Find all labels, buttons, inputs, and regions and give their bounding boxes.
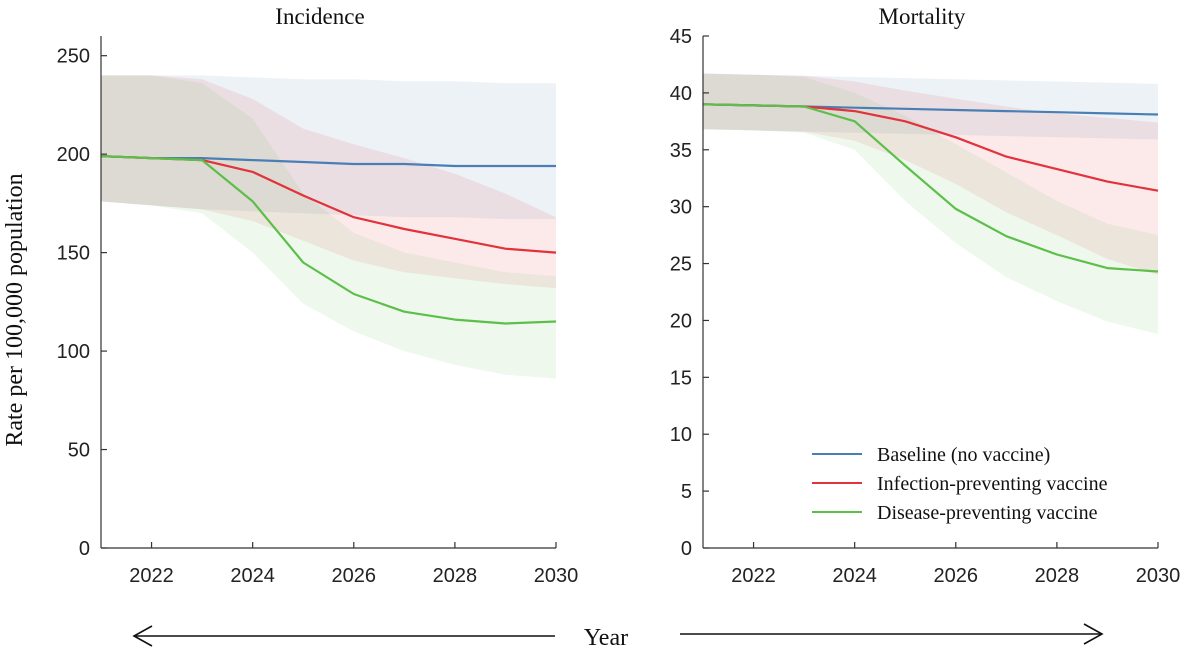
legend-label-baseline: Baseline (no vaccine) [877, 444, 1050, 466]
incidence-title: Incidence [275, 4, 364, 29]
incidence-y-tick-label: 0 [79, 538, 90, 560]
mortality-x-tick-label: 2022 [731, 565, 776, 587]
mortality-y-tick-label: 35 [670, 140, 692, 162]
mortality-y-tick-label: 0 [681, 538, 692, 560]
mortality-line-disease-preventing-vaccine [702, 103, 1159, 273]
incidence-band-infection-preventing-vaccine [101, 75, 556, 289]
mortality-y-tick-label: 20 [670, 310, 692, 332]
incidence-band-disease-preventing-vaccine [101, 75, 556, 379]
incidence-x-tick-label: 2022 [129, 565, 174, 587]
mortality-band-disease-preventing-vaccine [703, 73, 1158, 335]
legend-label-disease-preventing: Disease-preventing vaccine [877, 502, 1098, 524]
mortality-y-tick-label: 15 [670, 367, 692, 389]
legend-item-baseline: Baseline (no vaccine) [812, 444, 1050, 466]
legend-label-infection-preventing: Infection-preventing vaccine [877, 473, 1108, 495]
x-axis-year-indicator: Year [132, 623, 1104, 651]
incidence-band-baseline-no-vaccine [101, 75, 556, 220]
mortality-x-tick-label: 2026 [934, 565, 979, 587]
incidence-y-tick-label: 250 [57, 46, 90, 68]
left-arrow-head [132, 625, 153, 647]
incidence-y-tick-label: 100 [57, 341, 90, 363]
mortality-y-tick-label: 30 [670, 197, 692, 219]
mortality-y-tick-label: 25 [670, 254, 692, 276]
mortality-y-tick-label: 45 [670, 26, 692, 48]
incidence-x-tick-label: 2028 [433, 565, 478, 587]
mortality-band-baseline-no-vaccine [703, 73, 1158, 140]
legend: Baseline (no vaccine) Infection-preventi… [812, 444, 1108, 524]
incidence-x-tick-label: 2030 [534, 565, 579, 587]
incidence-panel: Incidence 0 50 100 150 200 250 2022 2024 2026 2028… [57, 4, 579, 587]
mortality-x-tick-label: 2028 [1035, 565, 1080, 587]
incidence-y-tick-label: 50 [68, 440, 90, 462]
mortality-title: Mortality [879, 4, 966, 29]
legend-item-infection-preventing: Infection-preventing vaccine [812, 473, 1108, 495]
mortality-y-tick-label: 10 [670, 424, 692, 446]
mortality-x-tick-label: 2030 [1136, 565, 1181, 587]
incidence-y-tick-label: 200 [57, 144, 90, 166]
mortality-x-tick-label: 2024 [832, 565, 877, 587]
legend-item-disease-preventing: Disease-preventing vaccine [812, 502, 1098, 524]
mortality-band-infection-preventing-vaccine [703, 73, 1158, 275]
incidence-x-tick-label: 2024 [230, 565, 275, 587]
incidence-x-tick-label: 2026 [332, 565, 377, 587]
mortality-panel: Mortality 0 5 10 15 20 25 30 35 40 45 2022 2024 2026 2… [670, 4, 1181, 587]
incidence-line-disease-preventing-vaccine [100, 155, 557, 325]
y-axis-label: Rate per 100,000 population [2, 173, 28, 446]
mortality-y-tick-label: 5 [681, 481, 692, 503]
incidence-y-tick-label: 150 [57, 243, 90, 265]
x-axis-label: Year [584, 625, 628, 651]
right-arrow-head [1083, 623, 1104, 645]
mortality-y-tick-label: 40 [670, 83, 692, 105]
